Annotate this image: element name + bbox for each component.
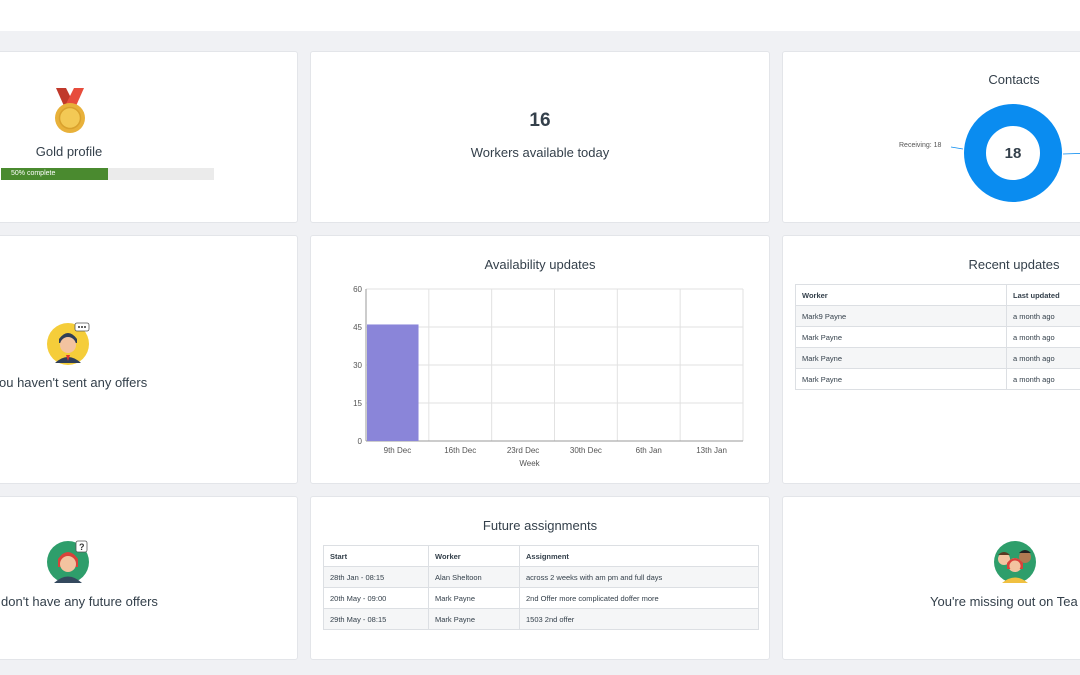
future-offers-message: don't have any future offers: [1, 594, 158, 609]
contacts-card[interactable]: Contacts 18 Receiving: 18: [782, 51, 1080, 223]
table-cell: across 2 weeks with am pm and full days: [519, 566, 759, 588]
contacts-total: 18: [1004, 145, 1022, 162]
table-header-row: Worker Last updated: [795, 284, 1080, 306]
table-cell: Mark Payne: [428, 587, 520, 609]
table-row[interactable]: Mark9 Payne a month ago: [795, 305, 1080, 327]
offers-message: ou haven't sent any offers: [0, 375, 148, 390]
x-tick-label: 6th Jan: [636, 446, 662, 455]
column-header-worker[interactable]: Worker: [428, 545, 520, 567]
profile-card[interactable]: Gold profile 50% complete: [0, 51, 298, 223]
contacts-receiving-label: Receiving: 18: [899, 142, 942, 149]
table-cell: Mark Payne: [795, 347, 1007, 369]
recent-updates-card[interactable]: Recent updates Worker Last updated Mark9…: [782, 235, 1080, 484]
recent-updates-table: Worker Last updated Mark9 Payne a month …: [795, 284, 1080, 390]
teams-card[interactable]: You're missing out on Tea: [782, 496, 1080, 660]
table-cell: Mark9 Payne: [795, 305, 1007, 327]
future-assignments-table: Start Worker Assignment 28th Jan - 08:15…: [323, 545, 759, 630]
medal-icon: [55, 88, 85, 133]
table-row[interactable]: Mark Payne a month ago: [795, 347, 1080, 369]
column-header-last-updated[interactable]: Last updated: [1006, 284, 1080, 306]
table-cell: a month ago: [1006, 368, 1080, 390]
profile-progress-bar: 50% complete: [1, 168, 214, 180]
table-header-row: Start Worker Assignment: [323, 545, 759, 567]
support-agent-icon: [47, 322, 90, 365]
column-header-worker[interactable]: Worker: [795, 284, 1007, 306]
x-tick-label: 13th Jan: [696, 446, 727, 455]
table-cell: a month ago: [1006, 326, 1080, 348]
future-assignments-card[interactable]: Future assignments Start Worker Assignme…: [310, 496, 770, 660]
recent-updates-title: Recent updates: [968, 257, 1060, 272]
svg-text:?: ?: [79, 542, 85, 552]
x-tick-label: 16th Dec: [444, 446, 476, 455]
contacts-donut-chart: [950, 104, 1080, 202]
offers-card[interactable]: ou haven't sent any offers: [0, 235, 298, 484]
availability-card[interactable]: Availability updates 0 15 30 45 60 9th Dec 16t…: [310, 235, 770, 484]
y-tick-label: 15: [353, 399, 362, 408]
workers-count: 16: [529, 110, 551, 131]
availability-title: Availability updates: [484, 257, 596, 272]
availability-bar-chart: 0 15 30 45 60 9th Dec 16th Dec 23rd Dec 30th Dec…: [353, 285, 744, 468]
x-tick-label: 30th Dec: [570, 446, 602, 455]
profile-progress-label: 50% complete: [11, 170, 56, 177]
contacts-title: Contacts: [988, 72, 1040, 87]
table-cell: 29th May - 08:15: [323, 608, 429, 630]
table-cell: Mark Payne: [795, 368, 1007, 390]
confused-person-icon: ?: [47, 540, 89, 583]
table-cell: a month ago: [1006, 305, 1080, 327]
table-cell: 1503 2nd offer: [519, 608, 759, 630]
table-row[interactable]: 29th May - 08:15 Mark Payne 1503 2nd off…: [323, 608, 759, 630]
profile-title: Gold profile: [35, 144, 103, 159]
teams-message: You're missing out on Tea: [930, 594, 1078, 609]
future-offers-card[interactable]: ? don't have any future offers: [0, 496, 298, 660]
team-group-icon: [994, 541, 1036, 583]
top-bar: [0, 0, 1080, 31]
profile-progress-fill: [1, 168, 108, 180]
table-cell: Mark Payne: [428, 608, 520, 630]
y-tick-label: 60: [353, 285, 362, 294]
future-assignments-title: Future assignments: [482, 518, 598, 533]
x-axis-label: Week: [519, 459, 540, 468]
column-header-assignment[interactable]: Assignment: [519, 545, 759, 567]
table-row[interactable]: Mark Payne a month ago: [795, 368, 1080, 390]
table-cell: 20th May - 09:00: [323, 587, 429, 609]
table-row[interactable]: 20th May - 09:00 Mark Payne 2nd Offer mo…: [323, 587, 759, 609]
y-tick-label: 0: [358, 437, 363, 446]
x-tick-label: 9th Dec: [384, 446, 412, 455]
column-header-start[interactable]: Start: [323, 545, 429, 567]
table-cell: Mark Payne: [795, 326, 1007, 348]
table-cell: a month ago: [1006, 347, 1080, 369]
y-tick-label: 30: [353, 361, 362, 370]
y-tick-label: 45: [353, 323, 362, 332]
table-cell: Alan Sheltoon: [428, 566, 520, 588]
table-row[interactable]: Mark Payne a month ago: [795, 326, 1080, 348]
workers-available-card[interactable]: 16 Workers available today: [310, 51, 770, 223]
table-cell: 28th Jan - 08:15: [323, 566, 429, 588]
x-tick-label: 23rd Dec: [507, 446, 539, 455]
table-cell: 2nd Offer more complicated doffer more: [519, 587, 759, 609]
table-row[interactable]: 28th Jan - 08:15 Alan Sheltoon across 2 …: [323, 566, 759, 588]
workers-label: Workers available today: [470, 145, 610, 160]
bar-9th-dec: [367, 324, 419, 441]
